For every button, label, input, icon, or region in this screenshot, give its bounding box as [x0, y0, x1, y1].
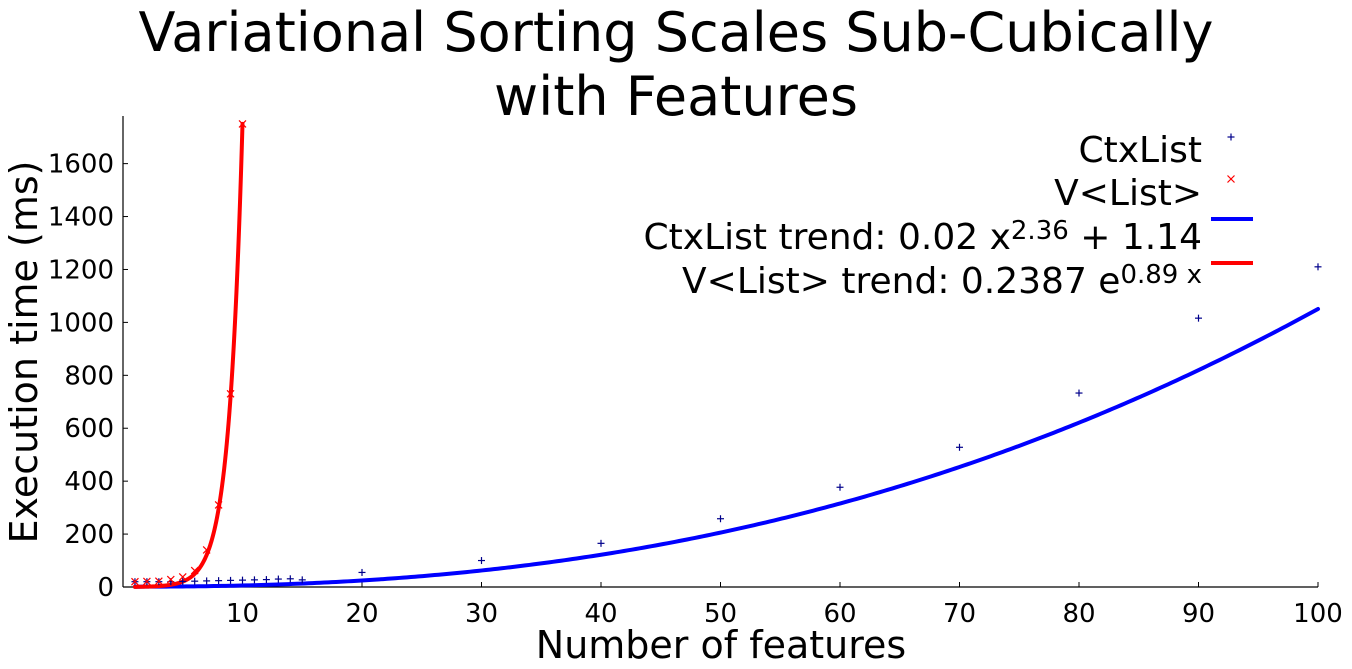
ctxlist-point — [239, 576, 246, 584]
ctxlist-point — [250, 576, 258, 584]
y-tick-label: 1400 — [48, 203, 114, 233]
vlist-point — [238, 120, 247, 128]
legend-ctxlist-label: CtxList — [1078, 130, 1203, 171]
x-tick-label: 80 — [1062, 599, 1095, 629]
vlist-point — [226, 389, 235, 398]
x-tick-label: 10 — [226, 599, 259, 629]
y-tick-label: 800 — [64, 361, 114, 391]
ctxlist-point — [1195, 314, 1202, 322]
ctxlist-point — [262, 576, 270, 584]
vlist-point — [178, 573, 187, 581]
x-tick-label: 90 — [1182, 599, 1215, 629]
ctxlist-point — [1075, 389, 1083, 397]
x-ticks: 10 20 30 40 50 60 70 80 90 100 — [226, 582, 1343, 629]
vlist-point — [166, 575, 175, 584]
ctxlist-point — [227, 576, 235, 584]
ctxlist-point — [358, 568, 366, 576]
vlist-point — [131, 577, 139, 586]
ctxlist-point — [274, 575, 282, 583]
vlist-point — [154, 577, 163, 586]
ctxlist-point — [215, 577, 223, 585]
x-tick-label: 60 — [823, 599, 856, 629]
x-tick-label: 70 — [943, 599, 976, 629]
legend-vlist-marker — [1227, 175, 1235, 183]
vlist-point — [142, 577, 151, 586]
ctxlist-point — [286, 575, 294, 583]
y-tick-label: 1200 — [48, 255, 114, 285]
y-tick-label: 0 — [97, 573, 114, 603]
ctx-trend-exponent: 2.36 — [1010, 216, 1069, 246]
ctxlist-point — [203, 577, 211, 585]
chart-title-line-1: Variational Sorting Scales Sub-Cubically — [138, 1, 1214, 64]
ctxlist-point — [478, 557, 485, 565]
y-axis-label: Execution time (ms) — [2, 161, 46, 544]
ctxlist-point — [191, 577, 199, 585]
x-tick-label: 40 — [584, 599, 617, 629]
y-tick-label: 1000 — [48, 308, 114, 338]
x-tick-label: 20 — [345, 599, 378, 629]
ctxlist-trend-line — [132, 306, 1320, 589]
y-tick-label: 600 — [64, 414, 114, 444]
x-tick-label: 100 — [1293, 599, 1343, 629]
ctxlist-point — [956, 443, 963, 451]
ctx-trend-suffix: + 1.14 — [1068, 217, 1202, 258]
y-tick-label: 400 — [64, 467, 114, 497]
ctxlist-point — [179, 577, 187, 585]
v-trend-exponent: 0.89 x — [1120, 260, 1202, 290]
legend-vlist-label: V<List> — [1054, 173, 1202, 214]
chart-title-line-2: with Features — [494, 65, 858, 128]
legend-markers — [1211, 133, 1253, 265]
vlist-point — [202, 546, 211, 554]
trend-lines — [132, 121, 1320, 589]
ctx-trend-prefix: CtxList trend: 0.02 x — [643, 217, 1011, 258]
y-tick-label: 1600 — [48, 150, 114, 180]
vlist-point — [214, 501, 223, 509]
ctxlist-point — [298, 576, 306, 584]
legend-vlist-trend-label: V<List> trend: 0.2387 e0.89 x — [682, 261, 1202, 302]
y-tick-label: 200 — [64, 520, 114, 550]
x-axis-label: Number of features — [536, 623, 906, 667]
data-points — [131, 120, 1322, 586]
vlist-trend-line — [132, 121, 245, 589]
x-tick-label: 50 — [704, 599, 737, 629]
v-trend-prefix: V<List> trend: 0.2387 e — [682, 261, 1121, 302]
vlist-point — [190, 566, 199, 575]
legend-ctxlist-marker — [1227, 133, 1235, 141]
ctxlist-point — [717, 515, 724, 523]
x-tick-label: 30 — [465, 599, 498, 629]
ctxlist-point — [597, 539, 605, 547]
ctxlist-point — [1314, 263, 1322, 271]
legend-ctxlist-trend-label: CtxList trend: 0.02 x2.36 + 1.14 — [643, 217, 1202, 258]
y-ticks: 0 200 400 600 800 1000 1200 1400 1600 — [48, 150, 128, 603]
ctxlist-point — [836, 483, 844, 491]
